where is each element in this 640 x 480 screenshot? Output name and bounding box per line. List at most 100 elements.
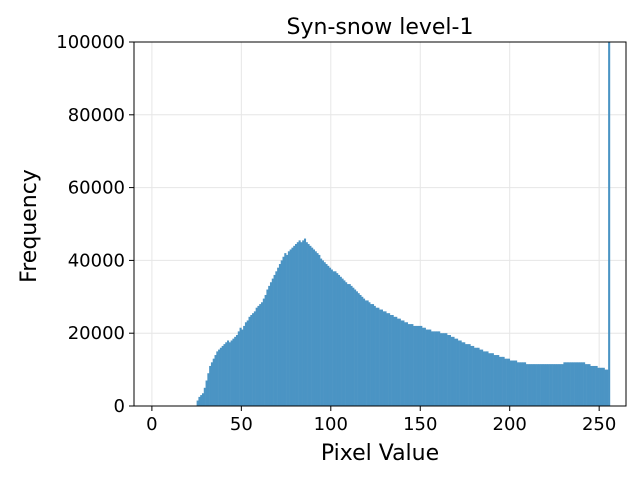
histogram-bar <box>583 362 586 406</box>
histogram-bar <box>416 325 419 406</box>
histogram-bar <box>341 278 344 406</box>
x-tick-label: 250 <box>582 414 616 435</box>
histogram-bar <box>298 240 301 406</box>
histogram-bar <box>529 364 532 406</box>
histogram-bar <box>354 289 357 406</box>
histogram-bar <box>506 358 509 406</box>
histogram-bar <box>368 302 371 406</box>
histogram-bar <box>584 364 587 406</box>
histogram-bar <box>382 311 385 406</box>
histogram-bar <box>377 307 380 406</box>
histogram-bar <box>491 353 494 406</box>
histogram-bar <box>568 362 571 406</box>
histogram-bar <box>312 249 315 406</box>
histogram-bar <box>316 253 319 406</box>
histogram-bar <box>558 364 561 406</box>
histogram-bar <box>497 355 500 406</box>
histogram-bar <box>379 309 382 406</box>
histogram-bar <box>507 358 511 406</box>
histogram-bar <box>414 325 417 406</box>
histogram-bar <box>203 387 206 406</box>
histogram-bar <box>432 331 435 406</box>
histogram-bar <box>459 340 462 406</box>
histogram-bar <box>405 322 409 406</box>
y-tick-label: 0 <box>114 396 125 417</box>
histogram-bar <box>284 253 287 406</box>
histogram-bar <box>327 265 330 406</box>
histogram-bar <box>470 345 473 406</box>
histogram-bar <box>280 260 283 406</box>
histogram-bar <box>200 395 203 406</box>
histogram-bar <box>248 316 251 406</box>
histogram-bar <box>532 364 536 406</box>
histogram-bar <box>361 296 364 406</box>
histogram-bar <box>420 325 423 406</box>
chart-title: Syn-snow level-1 <box>287 15 474 40</box>
histogram-bar <box>325 264 328 406</box>
histogram-bar <box>370 304 373 406</box>
histogram-bar <box>282 256 285 406</box>
histogram-bar <box>407 324 410 406</box>
histogram-bar <box>448 335 451 406</box>
histogram-bar <box>400 320 403 406</box>
histogram-bar <box>346 284 349 406</box>
histogram-bars <box>196 42 611 406</box>
histogram-bar <box>456 338 459 406</box>
histogram-bar <box>445 333 448 406</box>
histogram-bar <box>477 347 480 406</box>
histogram-bar <box>323 262 326 406</box>
histogram-bar <box>411 324 414 406</box>
histogram-bar <box>336 273 339 406</box>
histogram-bar <box>457 340 460 406</box>
histogram-bar <box>330 269 333 406</box>
histogram-bar <box>593 365 596 406</box>
histogram-bar <box>205 380 208 406</box>
histogram-bar <box>549 364 552 406</box>
histogram-bar <box>430 331 434 406</box>
histogram-bar <box>264 294 267 406</box>
histogram-bar <box>218 349 221 406</box>
histogram-bar <box>513 360 516 406</box>
histogram-bar <box>255 307 258 406</box>
histogram-bar <box>287 251 290 406</box>
histogram-bar <box>531 364 534 406</box>
histogram-bar <box>434 331 437 406</box>
histogram-bar <box>418 325 421 406</box>
histogram-bar <box>334 271 337 406</box>
histogram-bar <box>547 364 550 406</box>
histogram-bar <box>329 267 332 406</box>
histogram-bar <box>468 344 471 406</box>
histogram-bar <box>348 284 351 406</box>
histogram-bar <box>550 364 553 406</box>
histogram-bar <box>278 264 282 406</box>
histogram-bar <box>314 251 317 406</box>
histogram-bar <box>595 365 598 406</box>
histogram-bar <box>490 353 493 406</box>
histogram-bar <box>309 245 312 406</box>
histogram-bar <box>273 274 276 406</box>
histogram-bar <box>484 351 487 406</box>
histogram-bar <box>241 329 244 406</box>
histogram-bar <box>210 362 214 406</box>
histogram-bar <box>475 347 478 406</box>
x-tick-label: 150 <box>403 414 437 435</box>
histogram-bar <box>436 331 439 406</box>
histogram-bar <box>221 345 224 406</box>
histogram-bar <box>481 349 484 406</box>
histogram-bar <box>447 335 450 406</box>
x-axis-label: Pixel Value <box>321 441 439 466</box>
histogram-bar <box>227 340 230 406</box>
histogram-bar <box>393 316 396 406</box>
histogram-bar <box>565 362 568 406</box>
histogram-bar <box>320 258 323 406</box>
histogram-bar <box>246 320 249 406</box>
histogram-bar <box>552 364 555 406</box>
histogram-bar <box>275 271 278 406</box>
histogram-bar <box>429 329 432 406</box>
histogram-bar <box>541 364 545 406</box>
histogram-bar <box>522 362 525 406</box>
histogram-bar <box>337 274 341 406</box>
histogram-bar <box>296 242 299 406</box>
histogram-bar <box>479 349 482 406</box>
